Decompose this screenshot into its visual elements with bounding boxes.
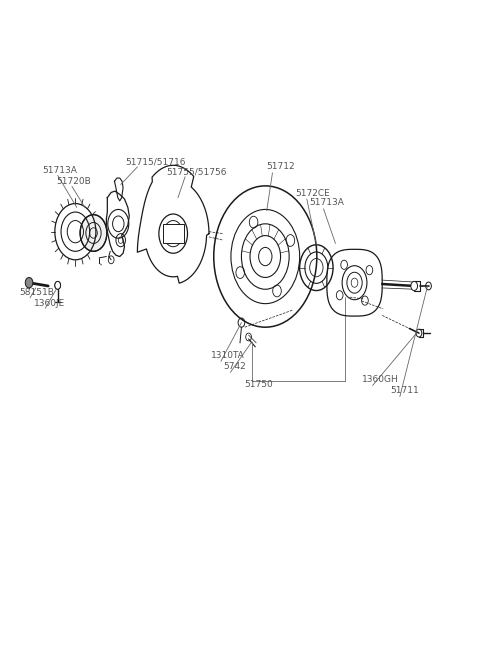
Circle shape: [55, 281, 60, 289]
Text: 58151B: 58151B: [20, 288, 54, 297]
Text: 1360JE: 1360JE: [34, 298, 65, 307]
Text: 51713A: 51713A: [42, 166, 77, 175]
Text: 51711: 51711: [390, 386, 419, 396]
Text: 5742: 5742: [223, 362, 246, 371]
Text: 51713A: 51713A: [309, 198, 344, 208]
Circle shape: [411, 281, 418, 290]
Text: 1310TA: 1310TA: [211, 351, 245, 360]
Text: 51750: 51750: [245, 380, 274, 389]
Text: 1360GH: 1360GH: [362, 375, 398, 384]
Text: 51720B: 51720B: [56, 177, 91, 186]
Text: 51712: 51712: [266, 162, 295, 171]
Text: 51755/51756: 51755/51756: [166, 167, 227, 176]
Circle shape: [80, 215, 107, 251]
Text: 51715/51716: 51715/51716: [125, 157, 186, 166]
Text: 5172CE: 5172CE: [295, 189, 330, 198]
FancyBboxPatch shape: [163, 224, 184, 244]
Circle shape: [25, 277, 33, 288]
